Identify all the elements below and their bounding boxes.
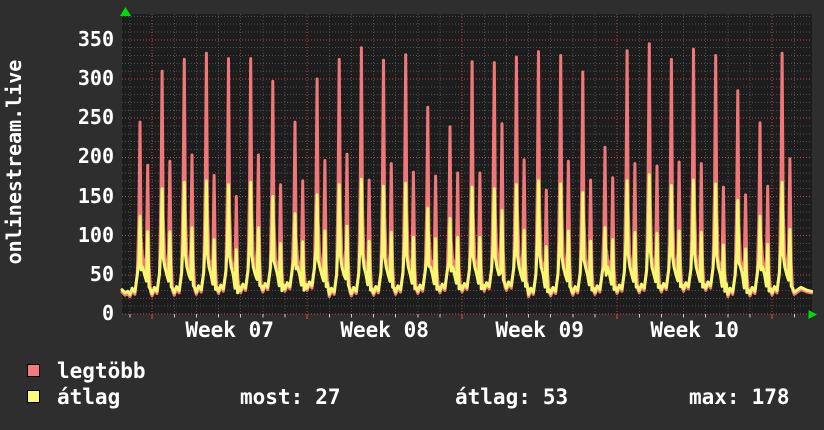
- stat-max-value: 178: [751, 385, 790, 409]
- legend-swatch-legtobb: [27, 364, 40, 377]
- x-tick-label-week-07: Week 07: [185, 318, 274, 342]
- stat-atlag-label: átlag:: [455, 385, 531, 409]
- y-tick-label-50: 50: [89, 261, 114, 286]
- legend-row-legtobb: legtöbb: [0, 360, 824, 384]
- legend-swatch-atlag: [27, 390, 40, 403]
- legend-label-atlag: átlag: [57, 385, 121, 409]
- y-tick-label-350: 350: [77, 26, 114, 51]
- stat-most-value: 27: [315, 385, 341, 409]
- y-axis-arrow-icon: [120, 7, 131, 16]
- stat-most: most: 27: [240, 386, 341, 408]
- legend-row-atlag: átlag most: 27 átlag: 53 max: 178: [0, 386, 824, 410]
- stat-most-label: most:: [240, 385, 304, 409]
- x-tick-label-week-10: Week 10: [650, 318, 739, 342]
- chart-plot-area: [120, 7, 817, 319]
- y-tick-label-300: 300: [77, 66, 114, 90]
- y-tick-label-150: 150: [77, 183, 114, 208]
- series-line-atlag: [120, 173, 814, 296]
- y-tick-label-200: 200: [77, 144, 114, 169]
- x-tick-label-week-08: Week 08: [340, 318, 429, 342]
- y-tick-label-0: 0: [101, 301, 114, 325]
- legend-label-legtobb: legtöbb: [57, 359, 146, 383]
- stat-max: max: 178: [689, 386, 790, 408]
- stat-max-label: max:: [689, 385, 740, 409]
- x-axis-arrow-icon: [808, 310, 817, 319]
- y-tick-label-250: 250: [77, 105, 114, 130]
- y-tick-label-100: 100: [77, 222, 114, 247]
- stat-atlag: átlag: 53: [455, 386, 568, 408]
- x-tick-label-week-09: Week 09: [495, 318, 584, 342]
- stat-atlag-value: 53: [542, 385, 569, 409]
